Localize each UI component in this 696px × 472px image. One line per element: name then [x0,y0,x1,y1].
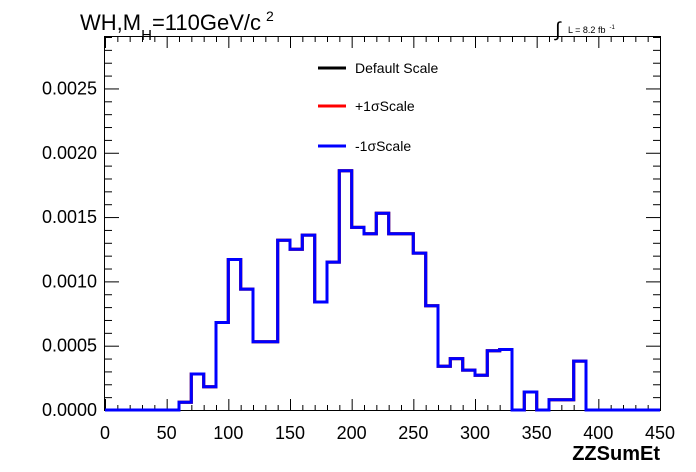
axis-ticks [105,37,661,411]
x-tick-label: 0 [100,423,110,443]
histogram-series-0 [105,169,660,412]
histogram-series-2 [105,169,660,412]
x-tick-label: 50 [157,423,177,443]
x-tick-label: 450 [645,423,675,443]
plot-frame [104,36,661,411]
series-layer [105,169,660,412]
y-tick-label: 0.0015 [42,207,97,227]
chart-title-prefix: WH,M [80,10,141,35]
y-tick-label: 0.0025 [42,78,97,98]
x-tick-label: 200 [337,423,367,443]
chart-title-superscript: 2 [266,8,274,24]
x-tick-label: 350 [522,423,552,443]
chart-title-middle: =110GeV/c [152,10,261,35]
chart-title: WH,MH=110GeV/c 2 [80,8,274,44]
x-tick-label: 300 [460,423,490,443]
x-tick-label: 400 [583,423,613,443]
luminosity-text: L = 8.2 fb [568,25,605,35]
legend-label-default: Default Scale [355,60,438,76]
legend-label-plus-sigma: +1σScale [355,98,415,114]
x-tick-label: 150 [275,423,305,443]
y-tick-label: 0.0000 [42,400,97,420]
x-tick-label: 100 [213,423,243,443]
chart-title-subscript: H [141,27,152,44]
luminosity-integral: ∫ [554,19,562,41]
y-tick-label: 0.0005 [42,336,97,356]
legend: Default Scale +1σScale -1σScale [318,60,438,154]
x-axis-label: ZZSumEt [572,443,660,465]
y-tick-label: 0.0020 [42,143,97,163]
luminosity-label: L = 8.2 fb -1 [568,25,615,35]
histogram-series-1 [105,169,660,412]
y-tick-label: 0.0010 [42,271,97,291]
legend-label-minus-sigma: -1σScale [355,138,411,154]
tick-labels: 0 50 100 150 200 250 300 350 400 450 0.0000 0.0005 0… [42,78,675,443]
luminosity-exponent: -1 [609,25,615,31]
x-tick-label: 250 [398,423,428,443]
